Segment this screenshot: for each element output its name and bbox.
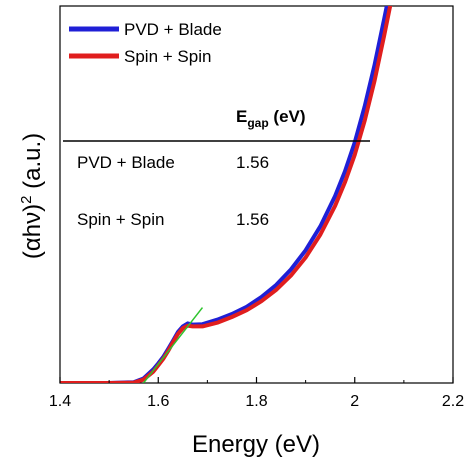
table-row-value-1: 1.56 [236, 210, 269, 229]
series-layer [60, 6, 393, 383]
y-axis-title-sup: 2 [18, 196, 35, 204]
x-tick-label-2: 1.8 [245, 393, 267, 410]
x-tick-label-3: 2 [350, 393, 359, 410]
x-tick-label-4: 2.2 [442, 393, 464, 410]
x-axis-title: Energy (eV) [192, 431, 320, 458]
plot-frame [59, 5, 454, 384]
y-axis-title-main: (αhν) [19, 204, 46, 259]
y-axis-title: (αhν)2 (a.u.) [18, 133, 46, 259]
legend-label-pvd-blade: PVD + Blade [124, 20, 222, 39]
x-tick-label-0: 1.4 [49, 393, 71, 410]
table-row-value-0: 1.56 [236, 153, 269, 172]
legend: PVD + Blade Spin + Spin [69, 20, 222, 66]
table-row-label-0: PVD + Blade [77, 153, 175, 172]
bandgap-table: Egap (eV) PVD + Blade 1.56 Spin + Spin 1… [63, 107, 370, 229]
tauc-fit-line [142, 307, 204, 383]
y-axis-title-tail: (a.u.) [19, 133, 46, 196]
table-header-label: E [236, 107, 247, 126]
table-row-label-1: Spin + Spin [77, 210, 164, 229]
legend-label-spin-spin: Spin + Spin [124, 47, 211, 66]
table-header-sub: gap [247, 116, 268, 130]
table-header: Egap (eV) [236, 107, 306, 130]
x-tick-label-1: 1.6 [147, 393, 169, 410]
x-axis-ticks: 1.4 1.6 1.8 2 2.2 [49, 377, 464, 410]
table-header-unit: (eV) [269, 107, 306, 126]
